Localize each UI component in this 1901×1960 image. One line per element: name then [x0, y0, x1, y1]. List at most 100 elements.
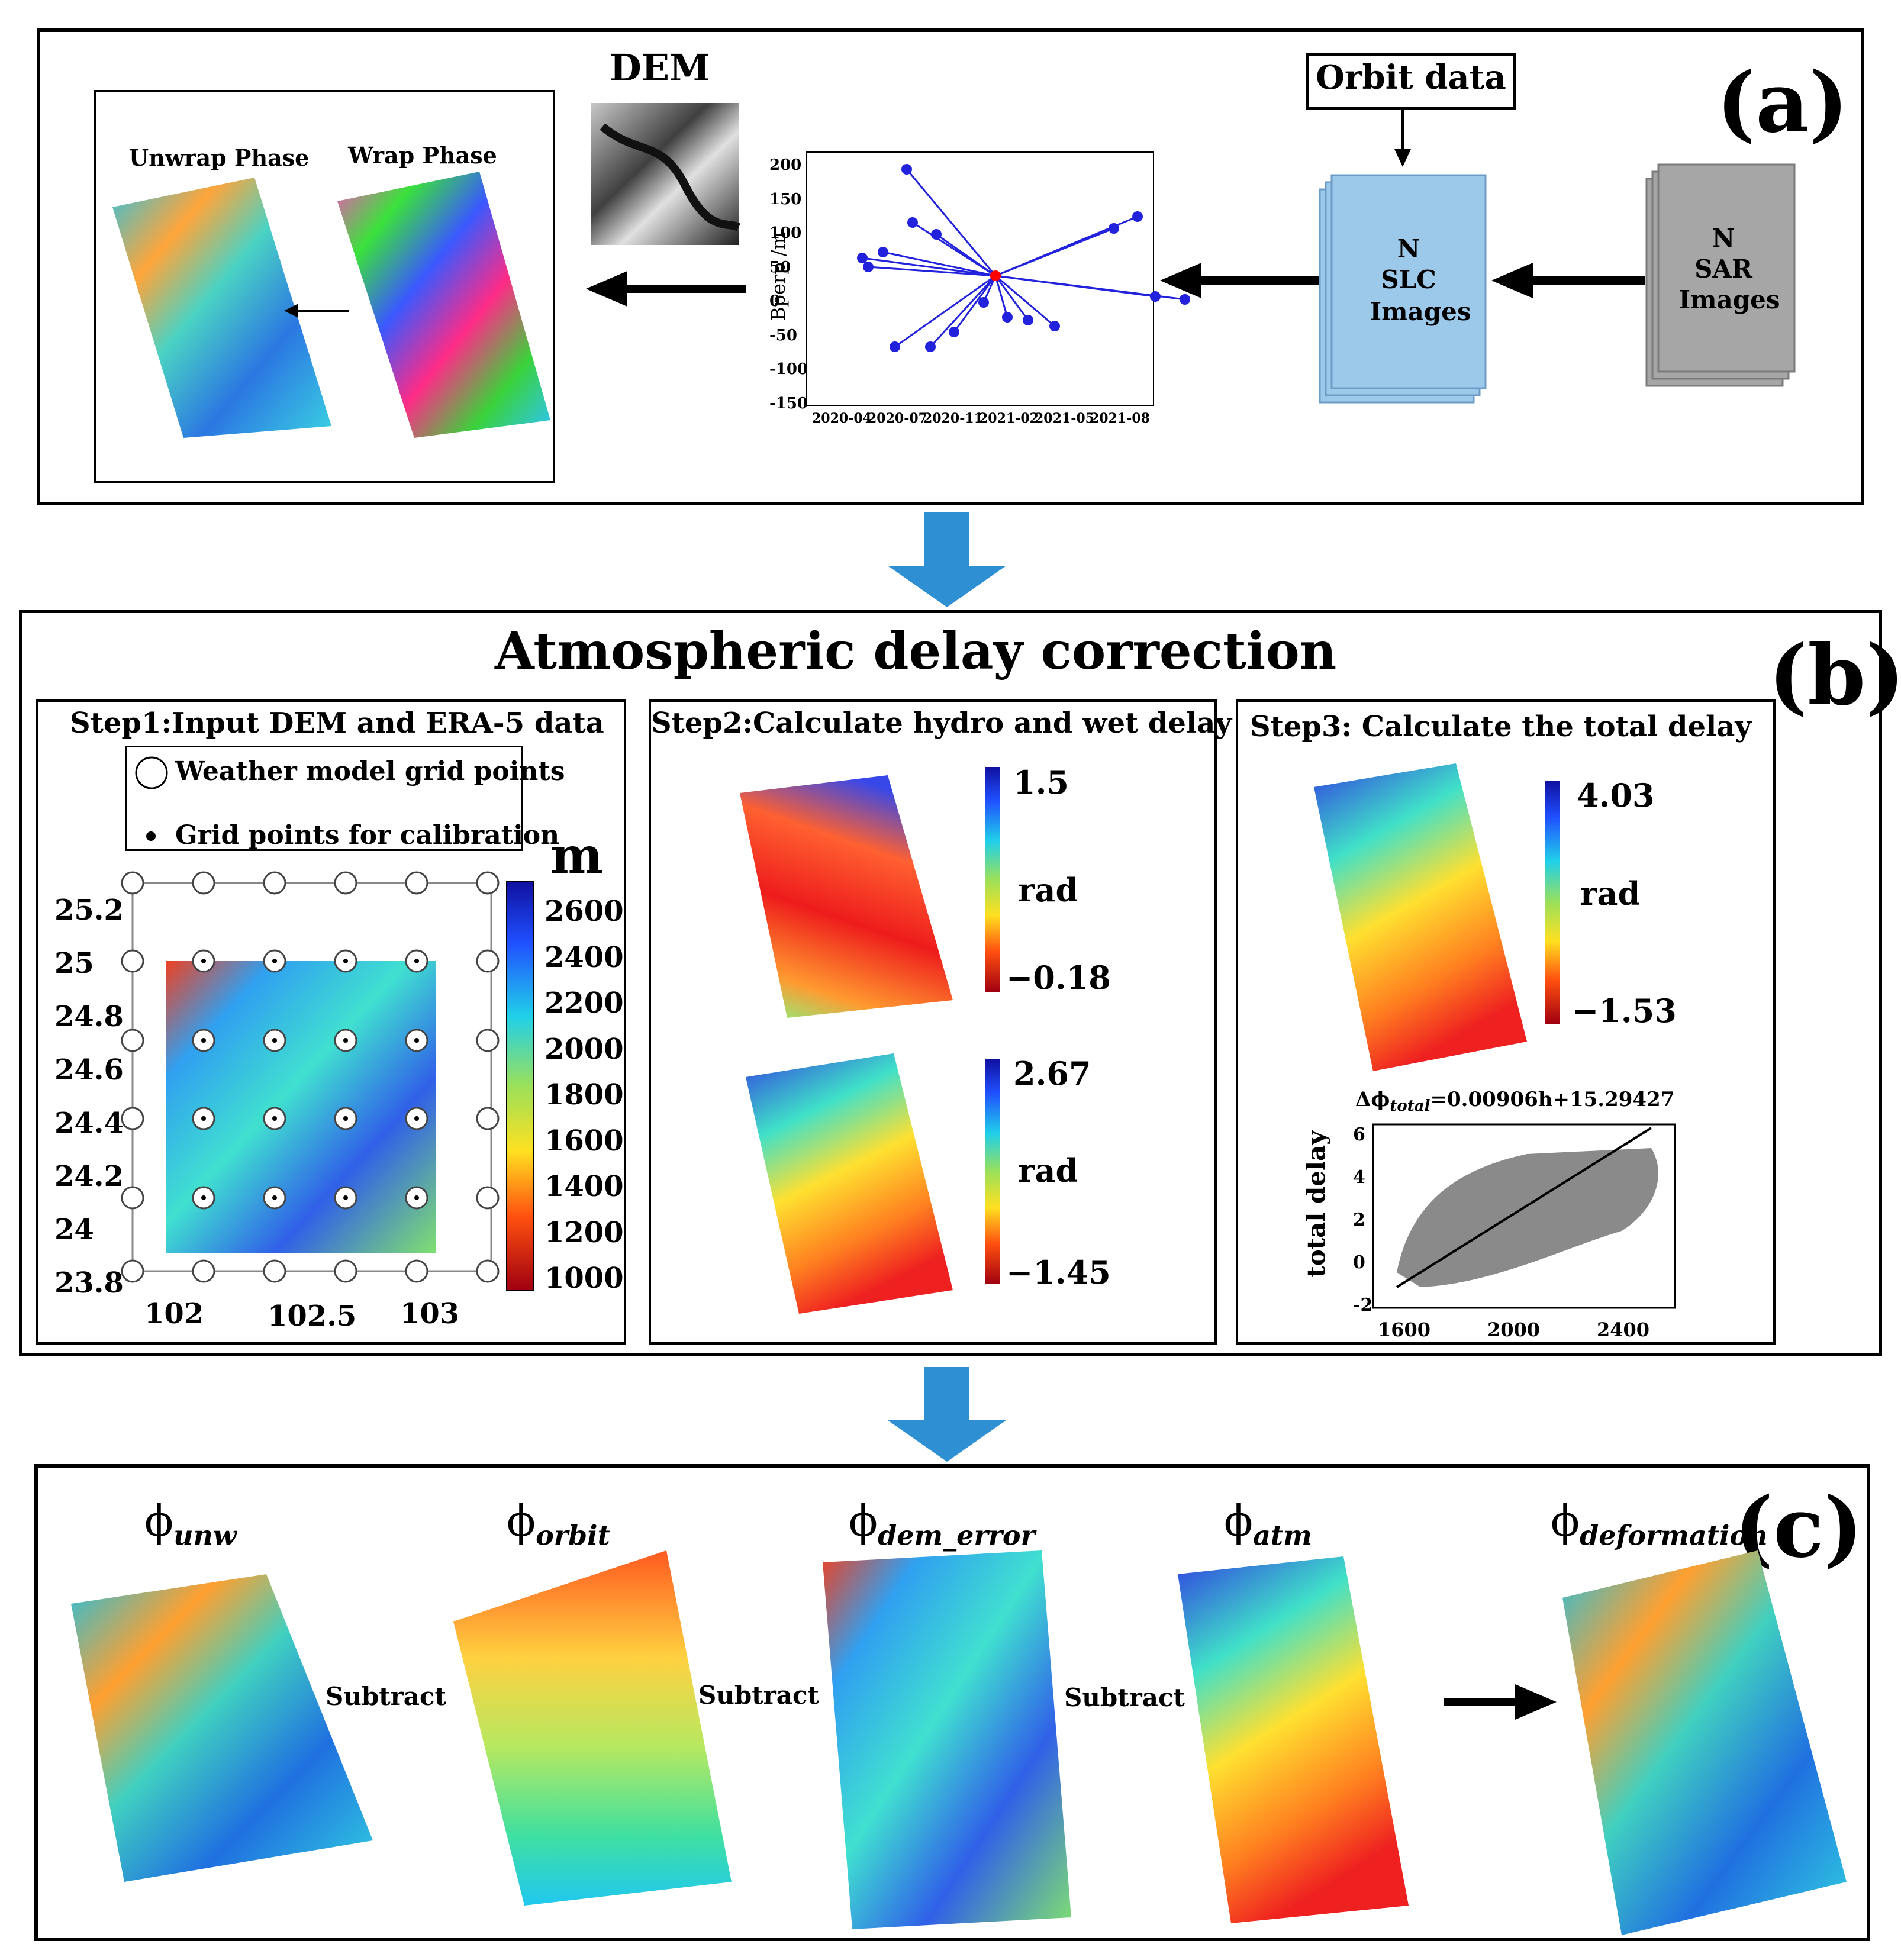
- dem-error-phase-map: [823, 1550, 1071, 1929]
- baseline-edge: [929, 275, 997, 348]
- cbar-tick: 1800: [544, 1078, 624, 1111]
- baseline-point: [857, 253, 868, 263]
- term-orbit: ϕorbit: [507, 1496, 610, 1551]
- step1-ytick: 25: [54, 947, 94, 980]
- panel-b-label: (b): [1768, 627, 1901, 724]
- step1-ytick: 25.2: [54, 894, 124, 927]
- panel-b-title: Atmospheric delay correction: [495, 621, 1337, 681]
- baseline-ytick: -100: [769, 360, 808, 378]
- wrap-phase-image: [337, 172, 550, 438]
- hydro-unit: rad: [1018, 871, 1078, 909]
- scatter-xtick: 2400: [1597, 1319, 1650, 1341]
- weather-grid-point: [476, 949, 500, 973]
- step1-ytick: 24: [54, 1213, 94, 1246]
- baseline-xtick: 2020-11: [923, 411, 983, 426]
- weather-grid-point: [192, 1259, 215, 1283]
- baseline-edge: [994, 275, 1009, 318]
- wet-colorbar: [985, 1059, 1000, 1284]
- baseline-edge: [912, 221, 996, 277]
- total-unit: rad: [1580, 875, 1641, 913]
- step1-ytick: 24.8: [54, 1000, 124, 1033]
- hydro-colorbar: [985, 767, 1000, 992]
- wet-delay-map: [746, 1053, 953, 1314]
- baseline-point: [1049, 321, 1060, 331]
- step3-title: Step3: Calculate the total delay: [1250, 710, 1752, 743]
- weather-grid-point: [263, 1259, 286, 1283]
- weather-grid-point: [121, 871, 144, 895]
- dem-image: [591, 103, 741, 245]
- cbar-tick: 1000: [544, 1262, 624, 1295]
- total-max: 4.03: [1577, 776, 1655, 814]
- regression-line: [1396, 1127, 1652, 1288]
- calibration-grid-point: [201, 1038, 206, 1043]
- unwrap-phase-image: [112, 178, 331, 438]
- baseline-network: [857, 164, 1190, 352]
- weather-grid-point: [334, 1259, 357, 1283]
- calibration-grid-point: [343, 1038, 348, 1043]
- legend-dot-icon: [146, 831, 156, 841]
- baseline-point: [1002, 312, 1013, 323]
- term-dem-error: ϕdem_error: [849, 1496, 1035, 1551]
- weather-grid-point: [476, 871, 500, 895]
- scatter-ytick: 4: [1353, 1167, 1365, 1188]
- step1-ytick: 24.2: [54, 1160, 124, 1193]
- baseline-edge: [953, 275, 997, 333]
- baseline-ytick: -50: [769, 326, 797, 344]
- baseline-xtick: 2021-02: [979, 411, 1039, 426]
- sar-label-line1: N: [1712, 224, 1735, 253]
- dem-raster: [166, 961, 436, 1253]
- scatter-ytick: -2: [1353, 1295, 1373, 1316]
- legend-dot-label: Grid points for calibration: [175, 820, 560, 850]
- baseline-edge: [995, 275, 1055, 327]
- to-chart-arrow: [1160, 263, 1326, 298]
- calibration-grid-point: [414, 959, 419, 963]
- term-unw: ϕunw: [144, 1496, 237, 1551]
- baseline-ytick: 100: [769, 224, 802, 242]
- baseline-xtick: 2020-07: [868, 411, 927, 426]
- term-symbol: ϕ: [1224, 1496, 1254, 1546]
- legend-open-label: Weather model grid points: [175, 756, 565, 786]
- calibration-grid-point: [414, 1038, 419, 1043]
- step1-xtick: 102.5: [268, 1300, 357, 1333]
- slc-label-line2: SLC: [1381, 265, 1436, 294]
- orbit-down-arrow: [1394, 110, 1411, 167]
- baseline-point: [1132, 211, 1143, 222]
- baseline-point: [978, 297, 989, 308]
- baseline-point: [863, 262, 874, 272]
- baseline-ytick: 50: [769, 258, 791, 276]
- scatter-xtick: 1600: [1378, 1319, 1431, 1341]
- cbar-tick: 1200: [544, 1216, 624, 1249]
- flow-arrow-a-to-b: [888, 512, 1006, 607]
- baseline-ytick: 0: [769, 292, 781, 310]
- term-sub: unw: [173, 1519, 237, 1552]
- baseline-ytick: -150: [769, 394, 808, 412]
- baseline-point: [931, 229, 942, 240]
- weather-grid-point: [405, 871, 428, 895]
- step2-title: Step2:Calculate hydro and wet delay: [651, 707, 1232, 740]
- calibration-grid-point: [343, 1116, 348, 1121]
- grid-frame: [131, 882, 492, 1272]
- baseline-xtick: 2021-05: [1035, 411, 1094, 426]
- weather-grid-point: [263, 871, 286, 895]
- cbar-tick: 2000: [544, 1032, 624, 1066]
- baseline-chart-frame: [806, 151, 1154, 406]
- equation-subscript: total: [1390, 1097, 1430, 1115]
- to-phase-arrow: [586, 271, 746, 307]
- cbar-tick: 2600: [544, 895, 624, 928]
- baseline-master-point: [990, 270, 1001, 281]
- baseline-point: [1150, 291, 1161, 302]
- scatter-xtick: 2000: [1487, 1319, 1541, 1341]
- calibration-grid-point: [414, 1116, 419, 1121]
- weather-grid-point: [405, 1259, 428, 1283]
- step1-title: Step1:Input DEM and ERA-5 data: [70, 707, 604, 740]
- hydro-max: 1.5: [1013, 763, 1069, 801]
- wet-unit: rad: [1018, 1152, 1078, 1189]
- term-atm: ϕatm: [1224, 1496, 1312, 1551]
- unw-phase-map: [71, 1574, 373, 1882]
- unwrap-phase-label: Unwrap Phase: [129, 144, 310, 171]
- wet-min: −1.45: [1006, 1253, 1111, 1291]
- cbar-tick: 2200: [544, 987, 624, 1020]
- step1-xtick: 102: [144, 1297, 204, 1330]
- op-subtract: Subtract: [698, 1681, 819, 1710]
- orbit-phase-map: [453, 1550, 732, 1906]
